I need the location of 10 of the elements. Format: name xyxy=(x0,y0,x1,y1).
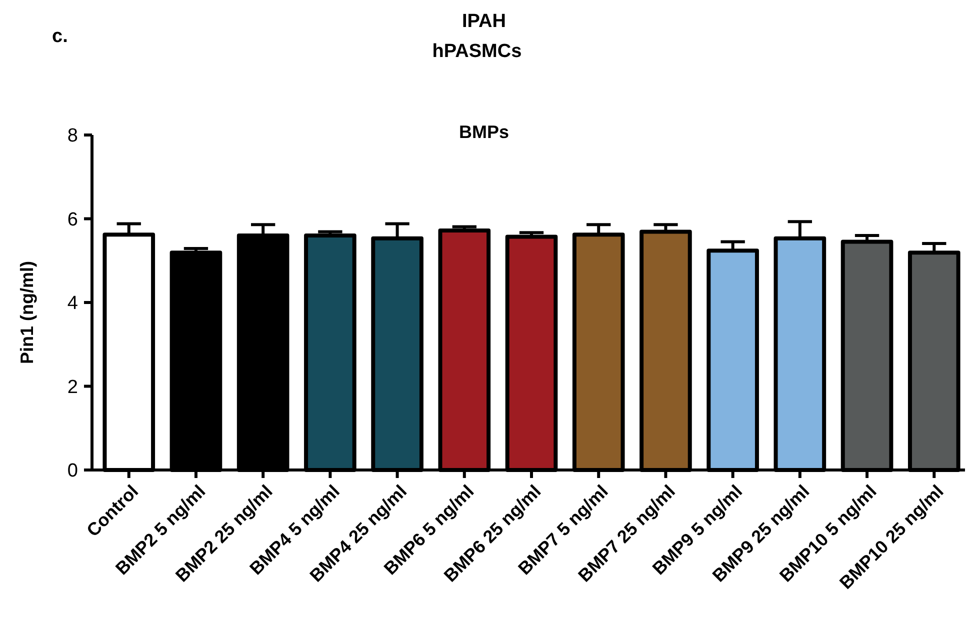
y-tick-label: 8 xyxy=(67,126,78,147)
y-axis-title: Pin1 (ng/ml) xyxy=(17,260,37,364)
y-tick-label: 6 xyxy=(67,209,78,230)
text: c. xyxy=(52,26,68,47)
chart-title: IPAH xyxy=(462,11,506,32)
y-tick-label: 4 xyxy=(67,293,78,314)
chart-subtitle: hPASMCs xyxy=(432,41,522,62)
y-tick-label: 2 xyxy=(67,376,78,398)
y-tick-label: 0 xyxy=(67,460,78,482)
annotation: BMPs xyxy=(458,122,510,142)
